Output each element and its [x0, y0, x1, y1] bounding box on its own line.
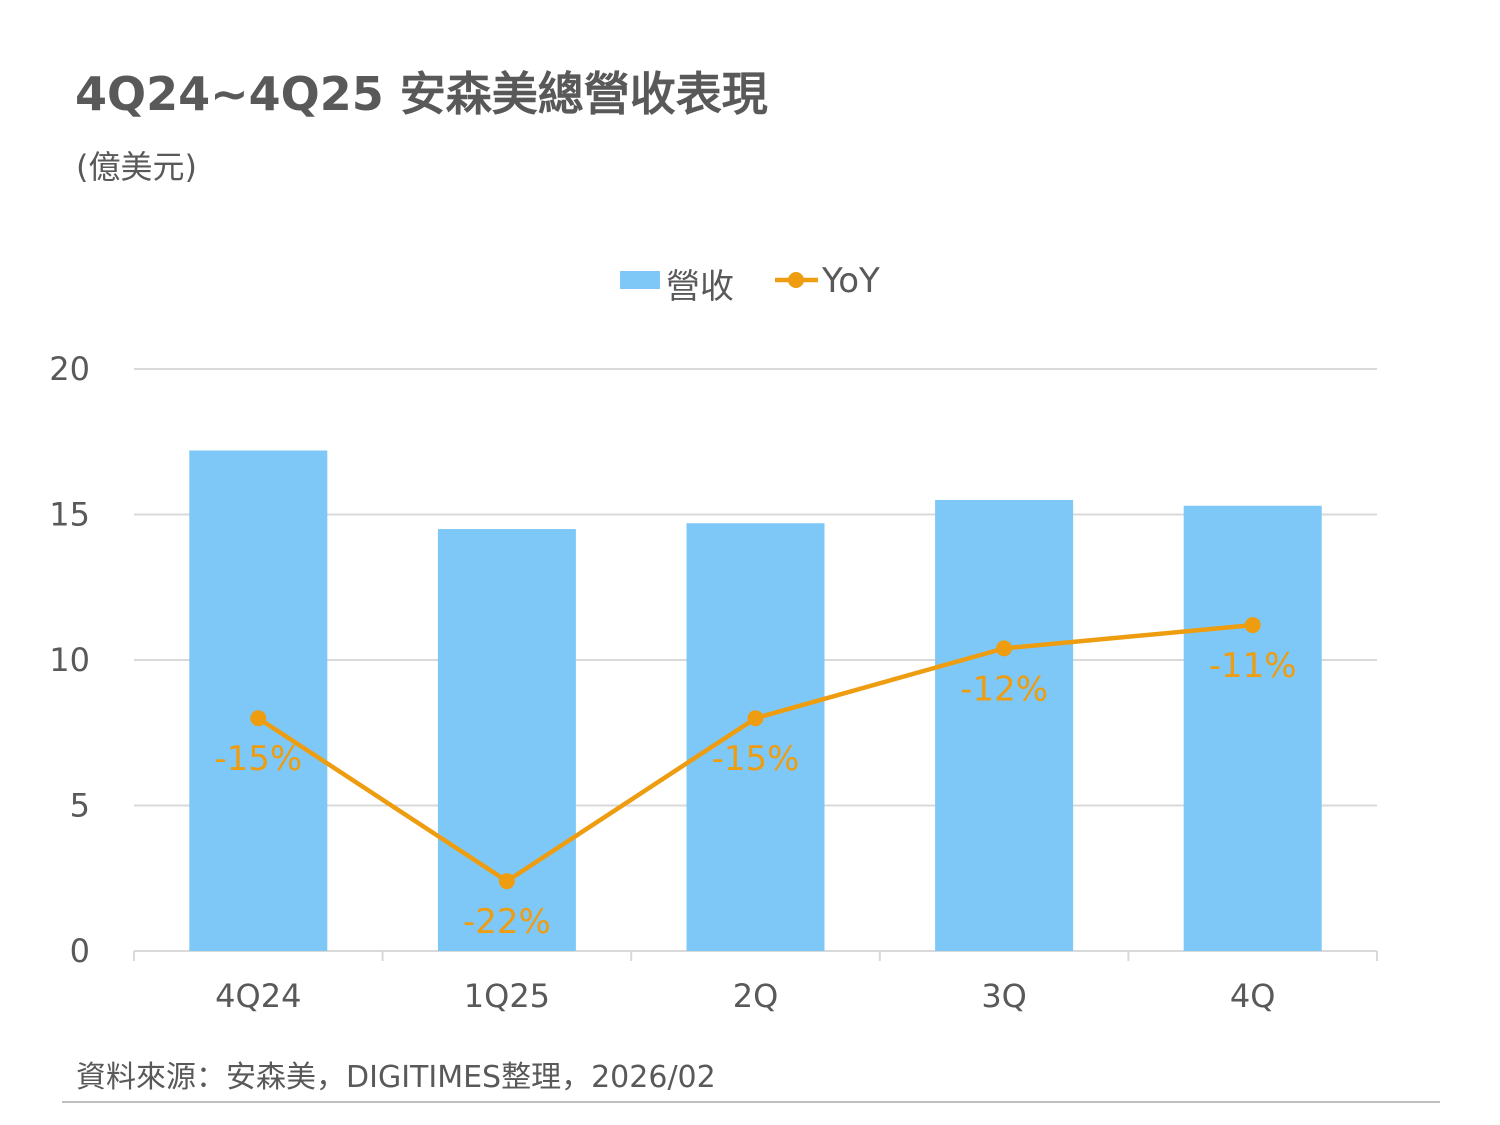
source-note: 資料來源：安森美，DIGITIMES整理，2026/02: [76, 1060, 716, 1095]
legend-swatch-revenue: [620, 271, 660, 289]
yoy-data-label: -15%: [214, 739, 302, 779]
x-tick-label: 4Q: [1230, 977, 1276, 1015]
unit-label: (億美元): [76, 148, 197, 186]
bar-2Q: [686, 523, 825, 951]
yoy-data-label: -12%: [960, 669, 1048, 709]
x-tick-label: 2Q: [733, 977, 779, 1015]
yoy-point-1Q25: [498, 873, 515, 890]
legend: 營收 YoY: [620, 261, 880, 307]
yoy-data-label: -22%: [463, 902, 551, 942]
y-tick-label: 5: [70, 787, 90, 825]
x-tick-label: 1Q25: [464, 977, 550, 1015]
bar-3Q: [935, 499, 1074, 951]
bar-4Q24: [189, 450, 328, 951]
y-tick-label: 15: [49, 496, 90, 534]
legend-label-revenue: 營收: [666, 267, 734, 307]
bottom-divider: [62, 1101, 1440, 1103]
yoy-point-3Q: [996, 640, 1013, 657]
yoy-data-label: -15%: [712, 739, 800, 779]
legend-swatch-yoy-marker: [788, 272, 804, 288]
yoy-data-label: -11%: [1209, 646, 1297, 686]
y-tick-label: 0: [70, 932, 90, 970]
y-tick-label: 10: [49, 641, 90, 679]
bar-4Q: [1183, 505, 1322, 951]
y-tick-label: 20: [49, 350, 90, 388]
yoy-point-2Q: [747, 710, 764, 727]
legend-label-yoy: YoY: [821, 261, 880, 301]
chart-title: 4Q24~4Q25 安森美總營收表現: [75, 67, 768, 121]
x-tick-label: 3Q: [981, 977, 1027, 1015]
data-labels: -15% -22% -15% -12% -11%: [214, 646, 1296, 942]
x-tick-label: 4Q24: [215, 977, 301, 1015]
yoy-point-4Q24: [250, 710, 267, 727]
bar-series: [189, 450, 1322, 951]
yoy-point-4Q: [1244, 617, 1261, 634]
line-series: [250, 617, 1261, 890]
